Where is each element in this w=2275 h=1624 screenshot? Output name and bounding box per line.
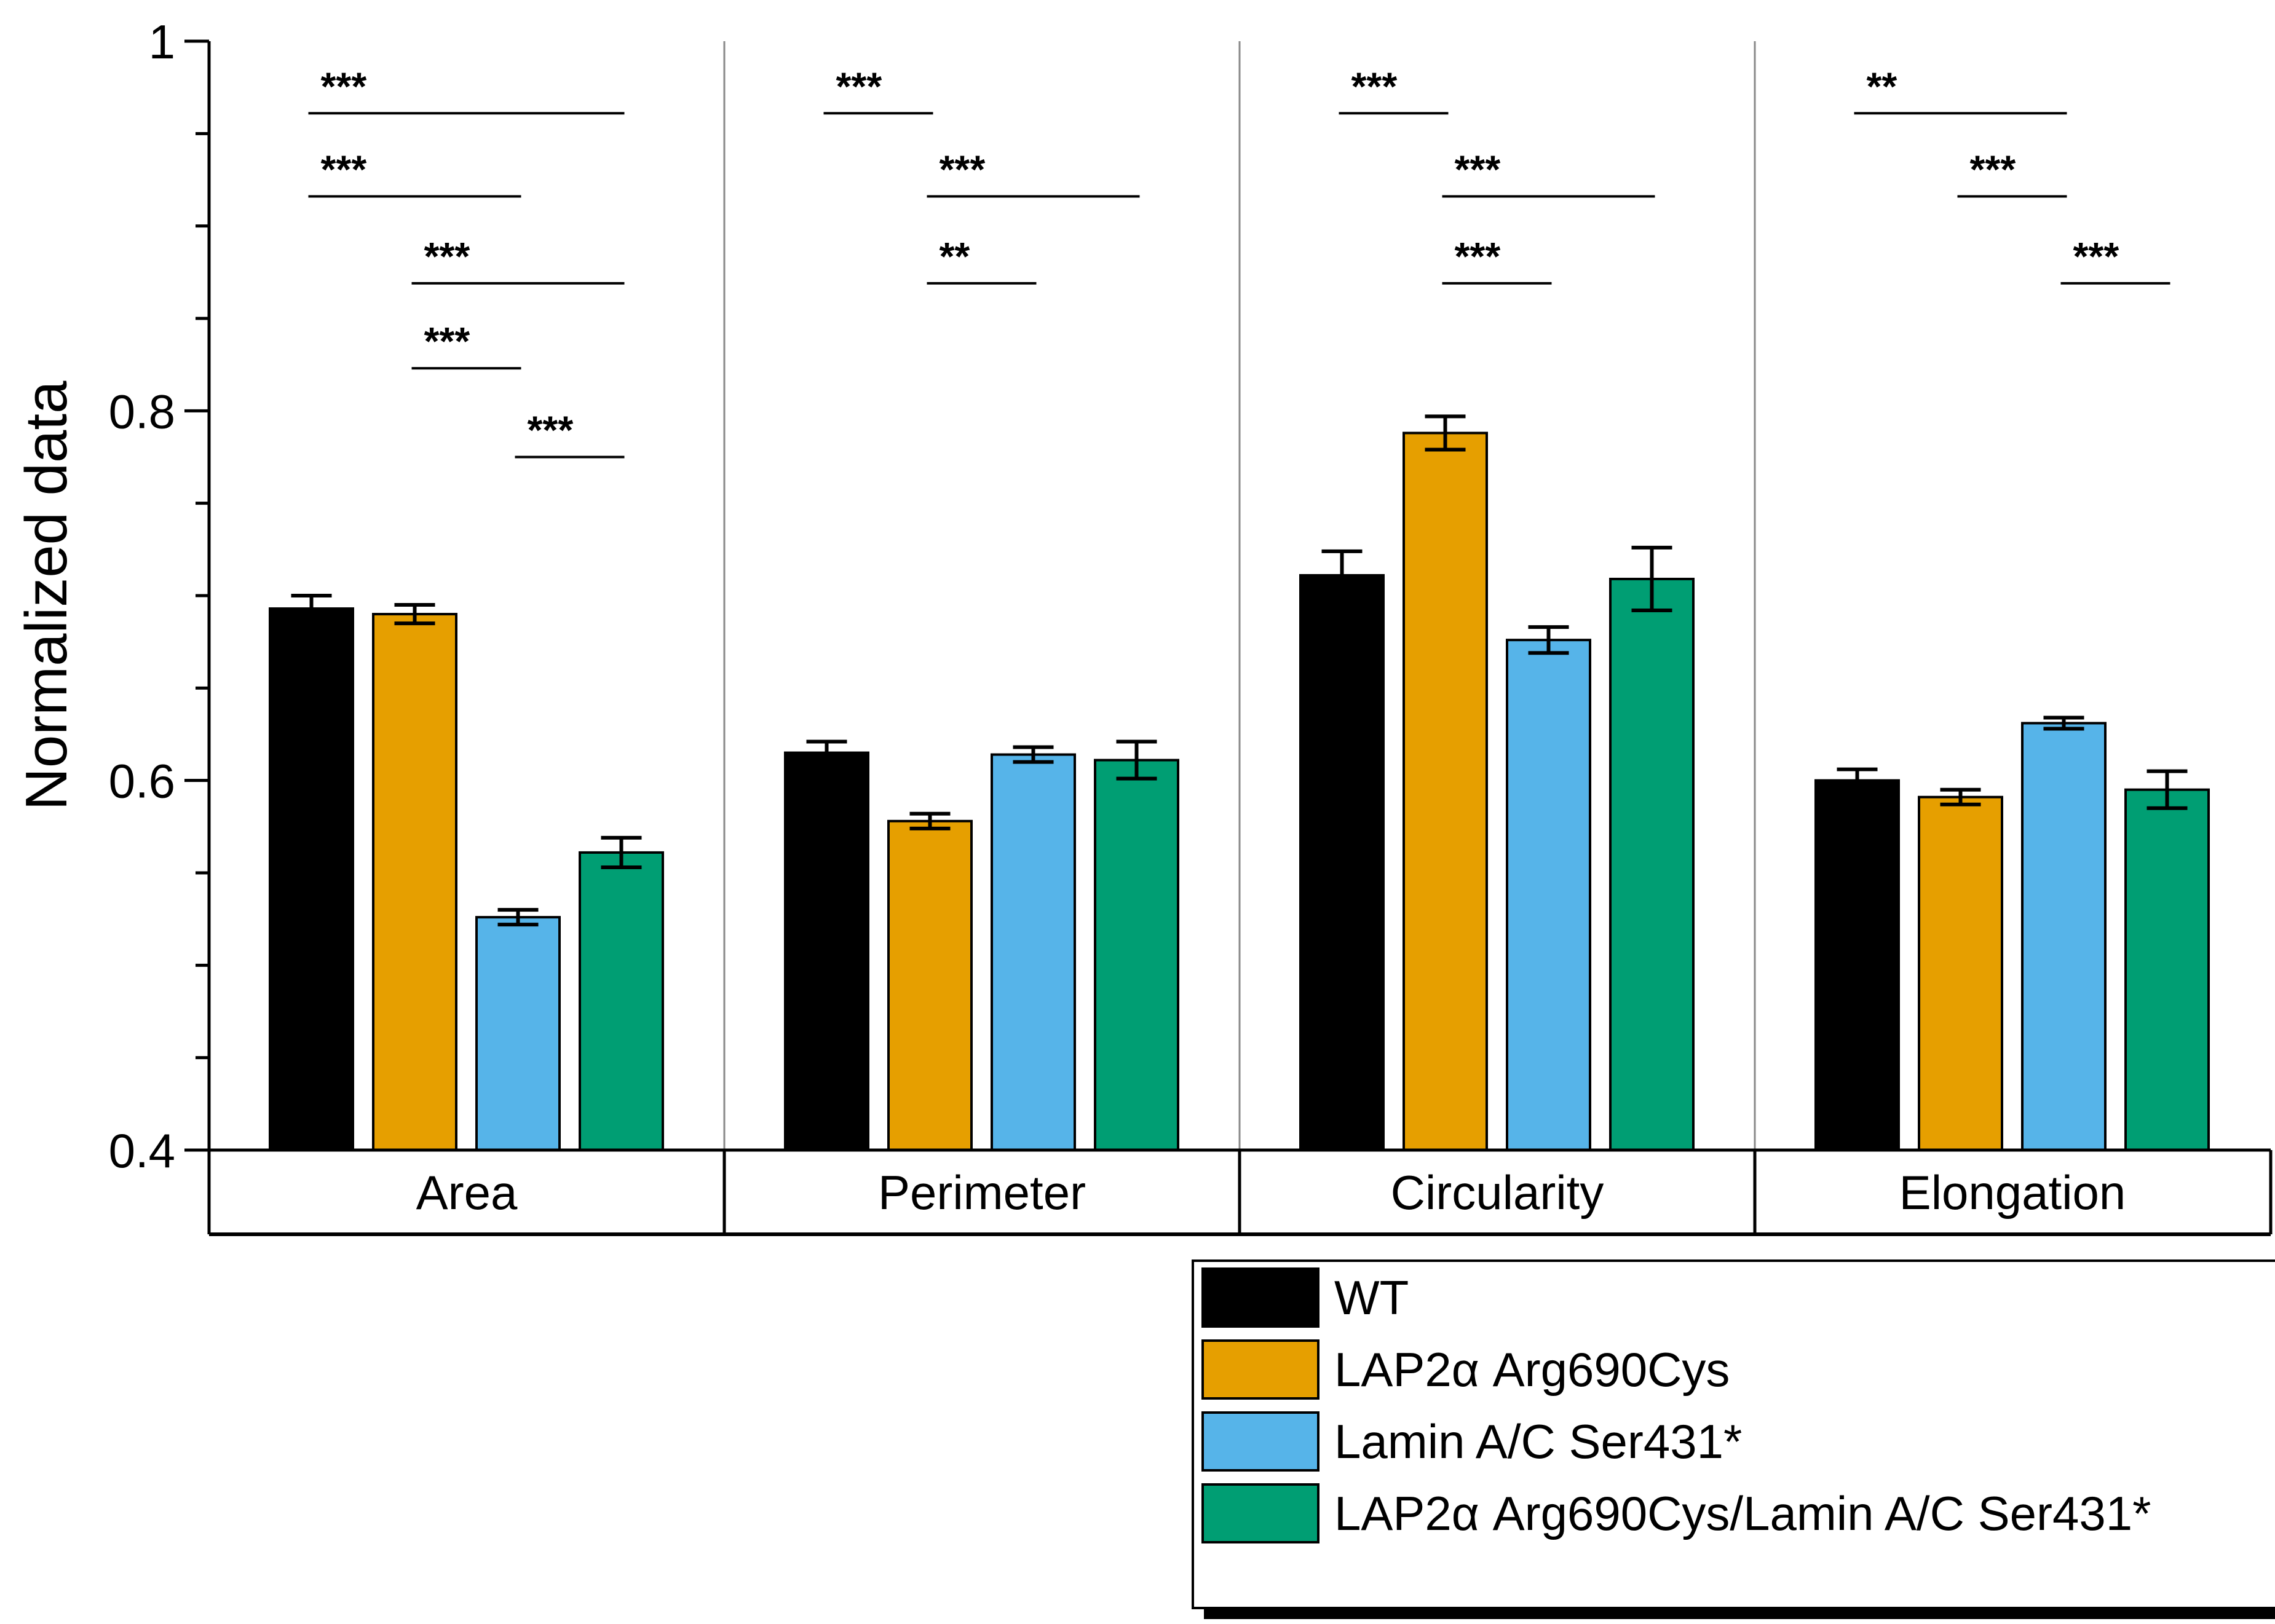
bar: [1609, 577, 1695, 1151]
bar: [1403, 432, 1488, 1151]
bar: [579, 851, 664, 1151]
bar: [887, 819, 973, 1151]
significance-label: **: [940, 234, 970, 278]
legend-swatch: [1201, 1339, 1320, 1400]
category-dividers: [723, 41, 1756, 1150]
significance-label: ***: [1970, 148, 2016, 192]
y-tick-label: 1: [149, 15, 175, 69]
y-tick-label: 0.6: [109, 754, 175, 808]
bar: [269, 607, 354, 1151]
legend-swatch: [1201, 1411, 1320, 1472]
y-axis-label: Normalized data: [14, 380, 79, 811]
legend-swatch: [1201, 1483, 1320, 1543]
bar: [1299, 574, 1385, 1151]
bar: [475, 916, 561, 1152]
x-category-label: Area: [416, 1165, 518, 1220]
bar: [1094, 759, 1179, 1152]
significance-label: ***: [836, 64, 882, 108]
bars: [269, 432, 2210, 1152]
legend: WT LAP2α Arg690Cys Lamin A/C Ser431* LAP2α …: [1192, 1259, 2275, 1619]
significance-label: ***: [321, 64, 367, 108]
x-category-label: Perimeter: [878, 1165, 1086, 1220]
y-tick-label: 0.4: [109, 1124, 175, 1178]
bar: [372, 613, 457, 1151]
significance-brackets: ****************************************: [308, 64, 2170, 459]
bar: [2021, 722, 2107, 1151]
y-tick-label: 0.8: [109, 384, 175, 438]
legend-label: WT: [1334, 1271, 1409, 1325]
significance-label: ***: [940, 148, 986, 192]
significance-label: ***: [321, 148, 367, 192]
significance-label: ***: [1351, 64, 1398, 108]
significance-label: ***: [424, 319, 470, 363]
bar: [2124, 788, 2210, 1151]
bar: [1814, 779, 1900, 1151]
bar: [1918, 795, 2003, 1151]
x-category-label: Elongation: [1899, 1165, 2126, 1220]
significance-label: ***: [1455, 234, 1501, 278]
bar: [1506, 639, 1591, 1152]
legend-label: LAP2α Arg690Cys: [1334, 1342, 1730, 1397]
significance-label: ***: [2073, 234, 2119, 278]
significance-label: ***: [1455, 148, 1501, 192]
error-bars: [291, 414, 2188, 927]
x-axis: Area Perimeter Circularity Elongation: [209, 1148, 2273, 1236]
legend-swatch: [1201, 1267, 1320, 1328]
significance-label: ***: [528, 408, 574, 452]
y-axis: 0.4 0.6 0.8 1 Normalized data: [14, 15, 211, 1234]
bar: [991, 753, 1076, 1152]
significance-label: **: [1867, 64, 1897, 108]
legend-label: LAP2α Arg690Cys/Lamin A/C Ser431*: [1334, 1486, 2151, 1540]
x-category-label: Circularity: [1391, 1165, 1604, 1220]
legend-label: Lamin A/C Ser431*: [1334, 1414, 1742, 1468]
bar: [784, 751, 869, 1151]
significance-label: ***: [424, 234, 470, 278]
legend-box: [1192, 1259, 2275, 1609]
